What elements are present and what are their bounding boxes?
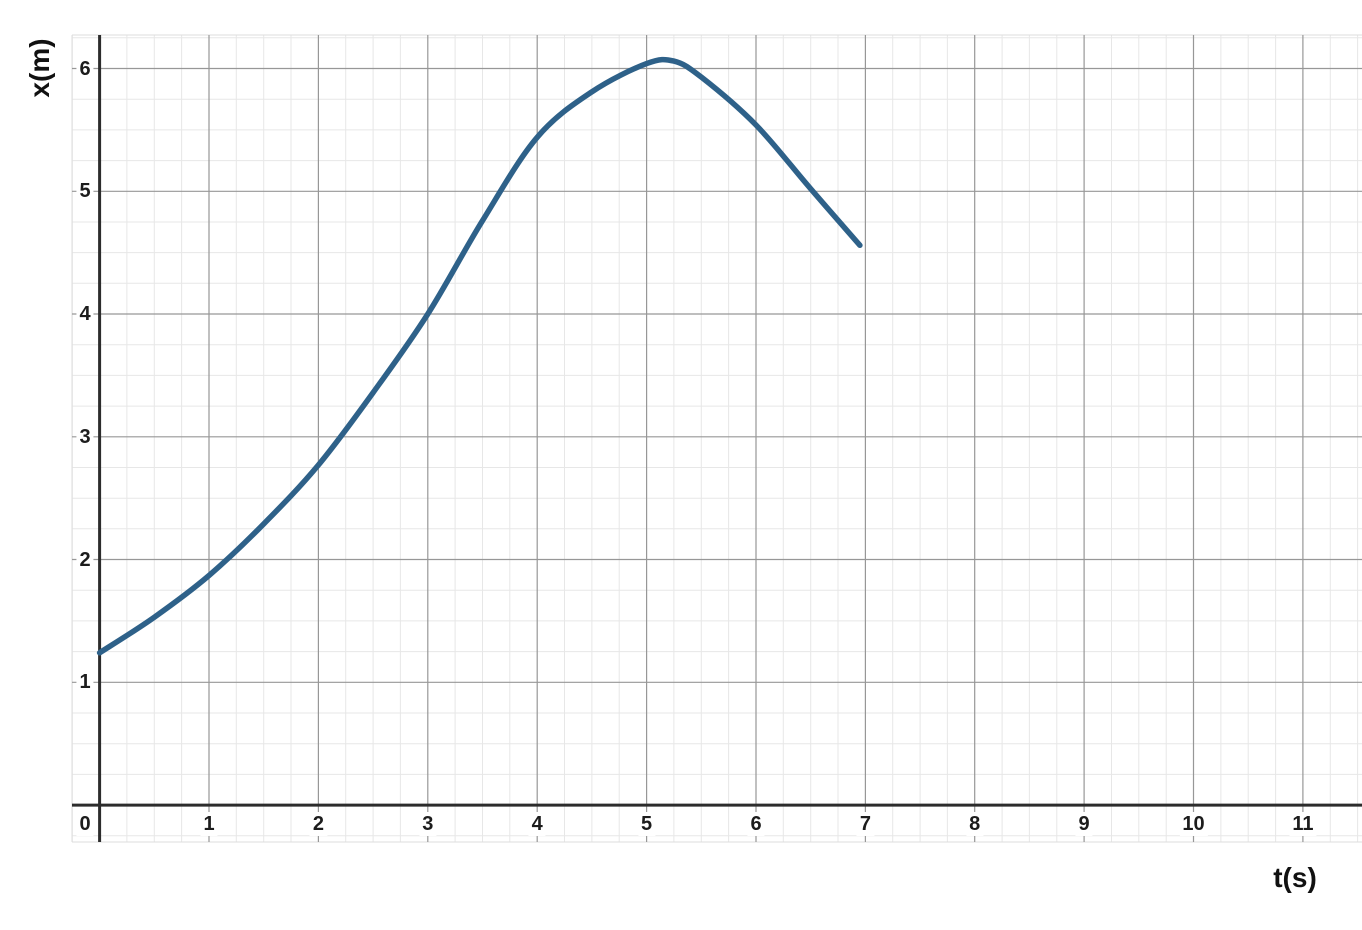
major-gridlines <box>72 35 1362 842</box>
position-vs-time-curve[interactable] <box>96 56 863 656</box>
origin-tick-label: 0 <box>76 812 94 836</box>
x-tick-label: 9 <box>1075 812 1093 836</box>
x-tick-label: 11 <box>1289 812 1317 836</box>
y-tick-label: 4 <box>76 302 94 326</box>
y-tick-label: 5 <box>76 179 94 204</box>
minor-gridlines <box>71 34 1362 843</box>
x-tick-label: 7 <box>856 812 874 836</box>
y-tick-label: 6 <box>76 56 94 81</box>
x-axis-title: t(s) <box>1273 862 1317 893</box>
axes <box>72 35 1362 842</box>
x-tick-label: 1 <box>200 812 218 836</box>
x-tick-label: 6 <box>747 812 765 836</box>
x-tick-label: 2 <box>309 812 327 836</box>
x-tick-label: 10 <box>1179 812 1208 836</box>
y-tick-label: 3 <box>76 424 94 449</box>
x-tick-label: 8 <box>966 812 984 836</box>
y-tick-label: 2 <box>76 547 94 572</box>
x-tick-label: 3 <box>419 812 437 836</box>
y-axis-title: x(m) <box>24 38 55 98</box>
x-tick-label: 5 <box>638 812 656 836</box>
x-tick-label: 4 <box>528 812 546 836</box>
y-tick-label: 1 <box>76 670 94 695</box>
